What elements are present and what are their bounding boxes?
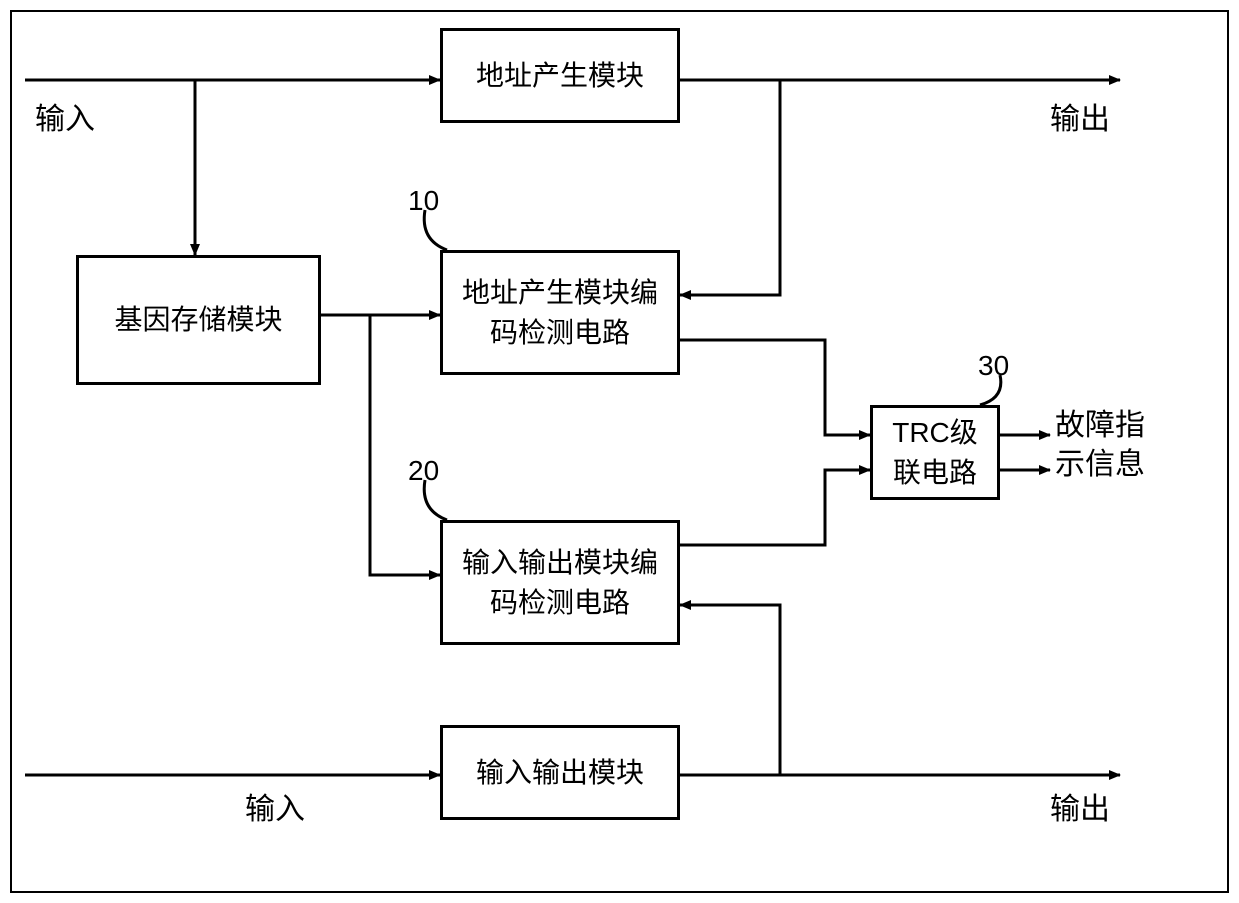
label-output-top: 输出 [1050, 100, 1110, 139]
label-input-top: 输入 [35, 100, 95, 139]
node-label: 地址产生模块编码检测电路 [451, 273, 669, 351]
block-diagram: 地址产生模块 基因存储模块 地址产生模块编码检测电路 输入输出模块编码检测电路 … [0, 0, 1239, 903]
node-addr-gen-detect: 地址产生模块编码检测电路 [440, 250, 680, 375]
node-trc: TRC级联电路 [870, 405, 1000, 500]
node-addr-gen: 地址产生模块 [440, 28, 680, 123]
node-label: 输入输出模块 [476, 753, 644, 792]
node-label: 基因存储模块 [114, 300, 282, 339]
ref-10: 10 [408, 185, 439, 217]
label-input-bottom: 输入 [245, 790, 305, 829]
node-label: TRC级联电路 [881, 413, 989, 491]
ref-30: 30 [978, 350, 1009, 382]
node-label: 地址产生模块 [476, 56, 644, 95]
node-io-detect: 输入输出模块编码检测电路 [440, 520, 680, 645]
ref-20: 20 [408, 455, 439, 487]
node-gene-storage: 基因存储模块 [76, 255, 321, 385]
node-label: 输入输出模块编码检测电路 [451, 543, 669, 621]
label-fault-info: 故障指示信息 [1055, 406, 1155, 484]
node-io-module: 输入输出模块 [440, 725, 680, 820]
label-output-bottom: 输出 [1050, 790, 1110, 829]
